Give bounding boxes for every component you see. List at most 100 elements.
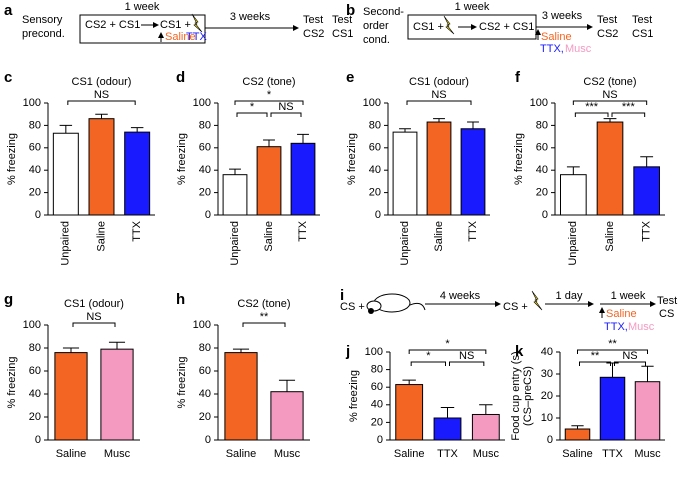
error-bar — [606, 362, 619, 378]
error-bar — [640, 156, 654, 167]
rat-icon — [366, 293, 426, 314]
chart-title: CS1 (odour) — [72, 76, 132, 88]
x-tick-label: TTX — [437, 448, 458, 460]
panel-letter: b — [346, 2, 355, 19]
panel-letter: e — [346, 69, 354, 86]
y-tick-label: 20 — [541, 390, 553, 402]
y-tick-label: 40 — [199, 164, 211, 176]
significance-bracket — [408, 349, 487, 354]
x-tick-label: TTX — [641, 220, 653, 241]
panel-letter: c — [4, 69, 12, 86]
chart-title: CS1 (odour) — [64, 298, 124, 310]
significance-label: ** — [260, 311, 269, 323]
shock-icon — [443, 15, 455, 35]
y-tick-label: 40 — [29, 164, 41, 176]
y-tick-label: 40 — [371, 399, 383, 411]
y-tick-label: 20 — [371, 416, 383, 428]
bar — [124, 131, 151, 216]
x-tick-label: TTX — [602, 448, 623, 460]
y-tick-label: 0 — [205, 209, 211, 221]
bar — [52, 132, 79, 216]
y-tick-label: 80 — [29, 342, 41, 354]
significance-label: NS — [459, 350, 474, 362]
bar — [564, 428, 591, 441]
chart-title: CS2 (tone) — [583, 76, 636, 88]
y-tick-label: 0 — [547, 434, 553, 446]
y-axis-label: % freezing — [513, 133, 525, 185]
significance-bracket — [242, 322, 286, 327]
error-bar — [571, 425, 584, 429]
error-bar — [278, 379, 296, 392]
y-tick-label: 0 — [542, 209, 548, 221]
drug: Saline — [606, 308, 637, 320]
y-tick-label: 100 — [193, 319, 211, 331]
error-bar — [641, 365, 654, 382]
significance-bracket — [72, 322, 116, 327]
y-axis-label: (CS–preCS) — [522, 366, 534, 426]
x-tick-label: TTX — [131, 220, 143, 241]
y-tick-label: 0 — [205, 434, 211, 446]
error-bar — [130, 127, 144, 133]
test: CS2 — [597, 28, 618, 40]
y-tick-label: 100 — [530, 97, 548, 109]
test: CS1 — [632, 28, 653, 40]
significance-label: NS — [278, 101, 293, 113]
chart-title: CS1 (odour) — [409, 76, 469, 88]
drug: TTX, — [604, 321, 628, 333]
significance-label: * — [426, 350, 431, 362]
significance-label: NS — [602, 89, 617, 101]
shock-icon — [191, 13, 203, 33]
error-bar — [399, 128, 411, 133]
diagram-i: i CS + 4 weeks CS + 1 day 1 week Saline … — [340, 287, 677, 333]
y-tick-label: 0 — [35, 209, 41, 221]
x-tick-label: Saline — [95, 221, 107, 252]
x-tick-label: Musc — [634, 448, 661, 460]
y-tick-label: 60 — [199, 142, 211, 154]
y-tick-label: 80 — [536, 119, 548, 131]
test: CS2 — [303, 28, 324, 40]
step: CS1 + — [413, 21, 444, 33]
y-tick-label: 30 — [541, 368, 553, 380]
x-tick-label: TTX — [467, 220, 479, 241]
x-tick-label: Saline — [263, 221, 275, 252]
error-bar — [402, 379, 416, 385]
significance-label: NS — [622, 350, 637, 362]
bar — [433, 417, 462, 441]
error-bar — [59, 124, 73, 134]
y-tick-label: 0 — [35, 434, 41, 446]
bar — [222, 174, 248, 216]
interval: 1 day — [556, 290, 583, 302]
y-tick-label: 80 — [199, 342, 211, 354]
y-axis-label: % freezing — [6, 357, 18, 409]
error-bar — [566, 166, 580, 175]
y-tick-label: 0 — [375, 209, 381, 221]
bar — [270, 391, 304, 441]
x-tick-label: Saline — [56, 448, 87, 460]
error-bar — [232, 348, 250, 353]
bar — [224, 352, 258, 441]
y-tick-label: 80 — [29, 119, 41, 131]
significance-bracket — [577, 349, 648, 354]
error-bar — [440, 406, 455, 418]
drug: Saline — [541, 31, 572, 43]
step: CS2 + CS1 — [479, 21, 534, 33]
significance-label: ** — [591, 350, 600, 362]
y-tick-label: 0 — [377, 434, 383, 446]
y-tick-label: 100 — [23, 319, 41, 331]
y-tick-label: 40 — [199, 388, 211, 400]
significance-bracket — [449, 361, 485, 366]
panel-letter: j — [345, 343, 350, 360]
x-tick-label: Unpaired — [567, 221, 579, 266]
interval: 4 weeks — [440, 290, 481, 302]
bar — [426, 121, 452, 216]
significance-label: * — [267, 89, 272, 101]
drug: TTX — [186, 31, 207, 43]
group-label: precond. — [22, 28, 65, 40]
y-axis-label: % freezing — [6, 133, 18, 185]
y-axis-label: % freezing — [176, 133, 188, 185]
y-tick-label: 40 — [369, 164, 381, 176]
y-tick-label: 100 — [23, 97, 41, 109]
panel-letter: f — [515, 69, 521, 86]
test: CS — [659, 308, 674, 320]
interval: 1 week — [455, 1, 490, 13]
